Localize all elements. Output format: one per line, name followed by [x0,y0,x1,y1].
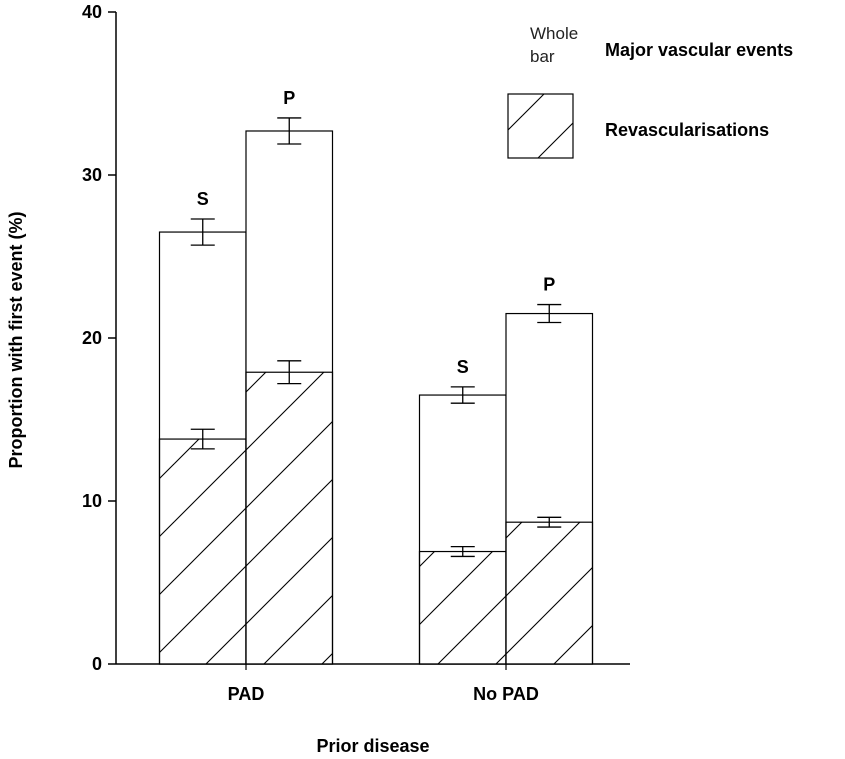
legend-label: Revascularisations [605,120,769,140]
y-tick-label: 30 [82,165,102,185]
hatched-bar [245,371,334,665]
error-bar [450,545,475,558]
error-bar [537,516,562,528]
error-bar [277,360,302,385]
error-bar [277,117,302,145]
error-bar [190,218,215,246]
x-tick-label: No PAD [473,684,539,704]
hatched-bar [158,438,247,665]
subgroup-label: P [283,88,295,108]
y-tick-label: 0 [92,654,102,674]
subgroup-label: P [543,275,555,295]
hatched-bar [418,550,507,665]
error-bar [450,386,475,404]
legend-hatch-key [507,93,574,159]
legend-key-label: Whole bar [530,24,579,66]
x-tick-label: PAD [228,684,265,704]
y-tick-label: 20 [82,328,102,348]
y-tick-label: 10 [82,491,102,511]
legend-label: Major vascular events [605,40,793,60]
x-axis-label: Prior disease [316,736,429,756]
error-bar [537,303,562,324]
hatched-bar [505,521,594,665]
error-bar [190,428,215,450]
subgroup-label: S [457,357,469,377]
subgroup-label: S [197,189,209,209]
y-tick-label: 40 [82,2,102,22]
y-axis-label: Proportion with first event (%) [6,211,26,468]
